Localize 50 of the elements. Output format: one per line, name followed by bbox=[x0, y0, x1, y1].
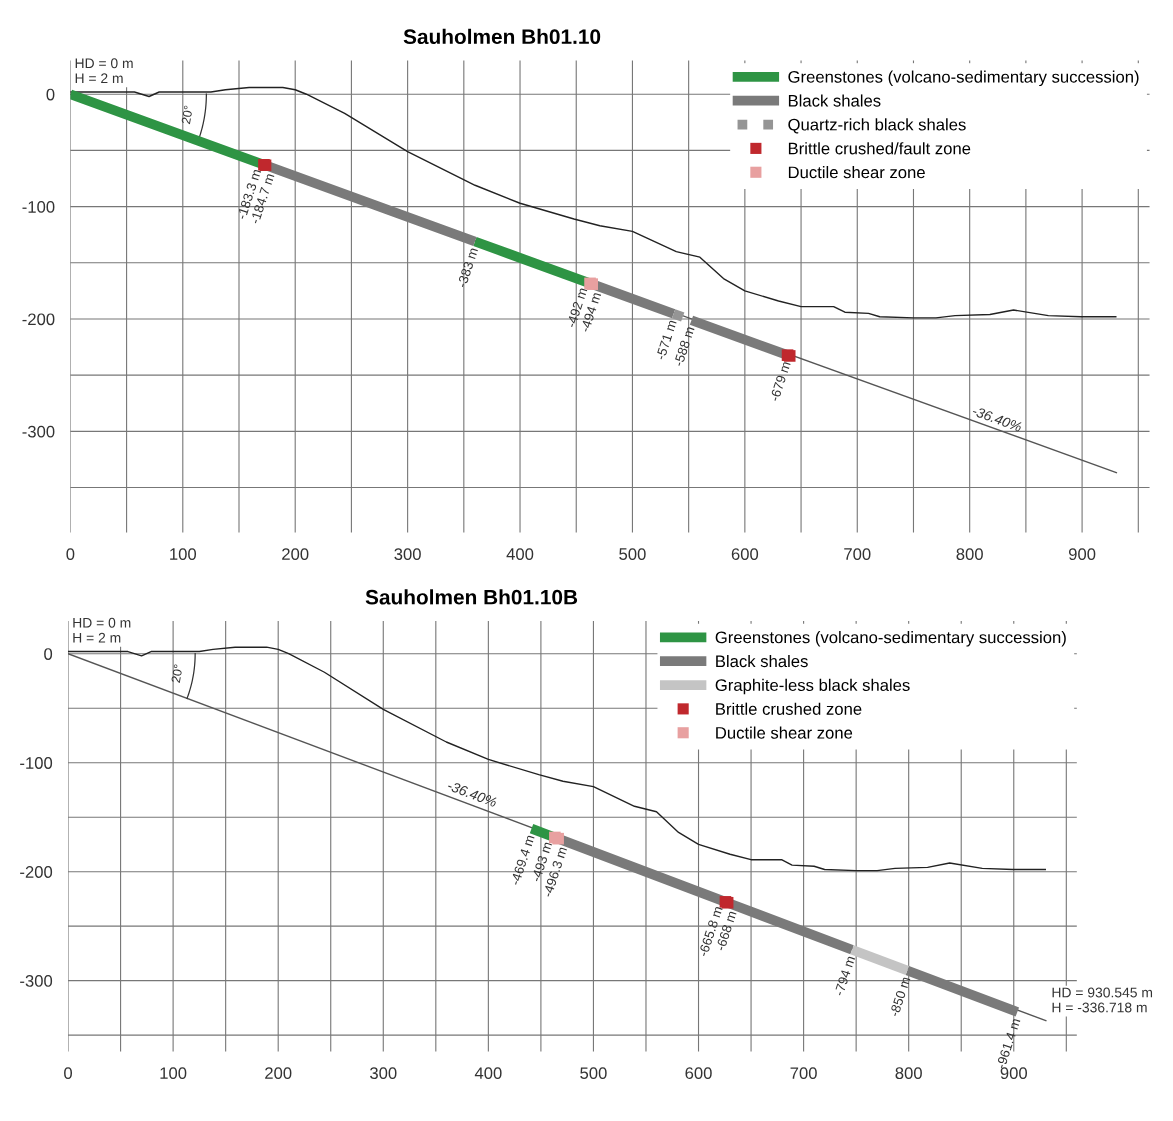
annotation: 20° bbox=[181, 105, 194, 125]
y-tick-label: -100 bbox=[22, 201, 55, 213]
annotation: HD = 0 m H = 2 m bbox=[73, 617, 131, 643]
x-tick-label: 400 bbox=[506, 548, 534, 560]
annotation: -383 m bbox=[456, 247, 479, 288]
legend-label: Brittle crushed zone bbox=[716, 702, 862, 715]
annotation: -850 m bbox=[889, 976, 911, 1018]
legend-label: Graphite-less black shales bbox=[715, 678, 910, 695]
annotation: -794 m bbox=[834, 955, 856, 997]
x-tick-label: 900 bbox=[1068, 548, 1096, 560]
legend-label: Brittle crushed/fault zone bbox=[788, 142, 971, 155]
annotation: 20° bbox=[171, 664, 183, 683]
y-tick-label: -200 bbox=[22, 313, 55, 326]
legend-label: Greenstones (volcano-sedimentary succession) bbox=[715, 631, 1066, 647]
x-tick-label: 0 bbox=[64, 1067, 73, 1080]
x-tick-label: 800 bbox=[956, 548, 983, 560]
x-tick-label: 700 bbox=[844, 548, 871, 560]
annotation: HD = 930.545 m H = -336.718 m bbox=[1052, 987, 1153, 1013]
x-tick-label: 400 bbox=[474, 1067, 502, 1080]
x-tick-label: 300 bbox=[370, 1067, 397, 1080]
y-tick-label: -300 bbox=[22, 425, 55, 438]
x-tick-label: 600 bbox=[731, 548, 759, 560]
x-tick-label: 900 bbox=[1000, 1067, 1028, 1080]
x-tick-label: 600 bbox=[685, 1067, 712, 1080]
x-tick-label: 800 bbox=[895, 1067, 922, 1080]
x-tick-label: 0 bbox=[66, 548, 75, 560]
y-tick-label: 0 bbox=[44, 648, 53, 660]
x-tick-label: 200 bbox=[265, 1067, 292, 1080]
y-tick-label: 0 bbox=[46, 88, 55, 101]
x-tick-label: 100 bbox=[170, 548, 197, 560]
x-tick-label: 700 bbox=[790, 1067, 817, 1080]
legend-label: Black shales bbox=[716, 654, 808, 668]
legend-label: Black shales bbox=[788, 94, 881, 107]
x-tick-label: 500 bbox=[619, 548, 646, 560]
x-tick-label: 300 bbox=[394, 548, 421, 560]
x-tick-label: 500 bbox=[580, 1067, 607, 1080]
legend-label: Greenstones (volcano-sedimentary succession) bbox=[788, 70, 1139, 87]
y-tick-label: -300 bbox=[20, 975, 53, 987]
chart-title: Sauholmen Bh01.10 bbox=[403, 28, 601, 45]
x-tick-label: 100 bbox=[160, 1067, 187, 1080]
legend-label: Ductile shear zone bbox=[788, 166, 925, 179]
chart-title: Sauholmen Bh01.10B bbox=[365, 589, 578, 605]
annotation: -679 m bbox=[769, 361, 791, 402]
legend-label: Quartz-rich black shales bbox=[788, 118, 966, 134]
annotation: HD = 0 m H = 2 m bbox=[75, 58, 133, 84]
y-tick-label: -100 bbox=[20, 757, 53, 769]
x-tick-label: 200 bbox=[282, 548, 309, 560]
y-tick-label: -200 bbox=[20, 866, 53, 878]
annotation: -469.4 m bbox=[510, 834, 535, 886]
legend-label: Ductile shear zone bbox=[716, 726, 853, 739]
